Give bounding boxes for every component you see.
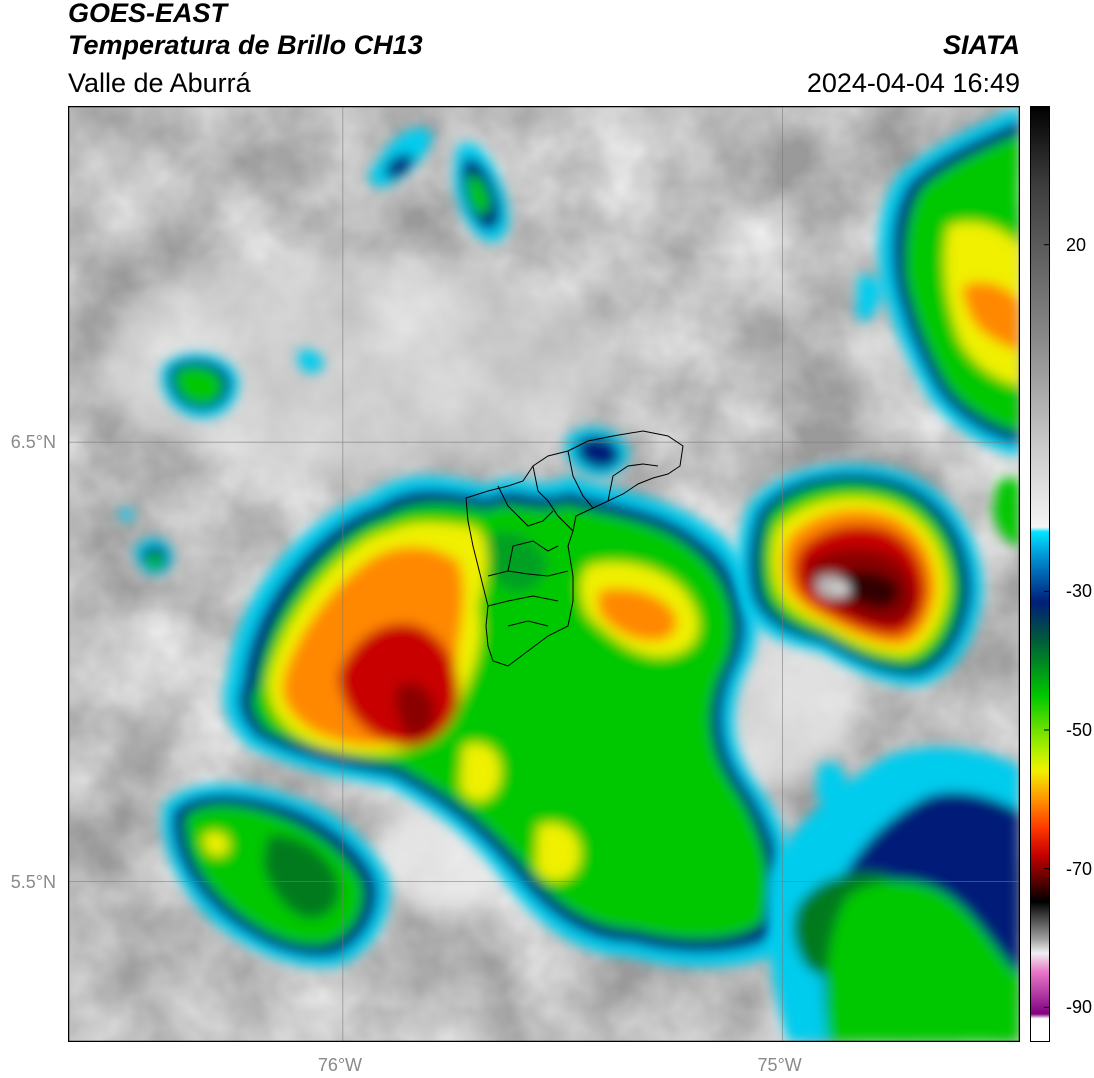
municipal-boundaries <box>465 430 684 667</box>
lon-tick-label: 76°W <box>317 1055 363 1075</box>
colorbar-tick-label: -30 <box>1066 581 1093 602</box>
temperature-colorbar <box>1030 106 1050 1042</box>
gridlines <box>68 106 1020 1042</box>
colorbar-tick-label: -50 <box>1066 720 1093 740</box>
convective-cell-east <box>736 464 983 686</box>
lat-tick-label: 6.5°N <box>10 432 56 453</box>
convective-system-main <box>224 476 797 967</box>
map-frame <box>68 106 1020 1042</box>
convective-cell-southeast <box>766 747 1020 1042</box>
title-datetime: 2024-04-04 16:49 <box>806 68 1020 98</box>
convective-cell-northeast <box>856 106 1020 546</box>
small-cells-north <box>118 128 629 575</box>
convective-cell-southwest <box>162 784 390 967</box>
title-satellite: GOES-EAST <box>68 0 228 28</box>
lon-tick-label: 75°W <box>757 1055 802 1075</box>
title-product: Temperatura de Brillo CH13 <box>68 30 423 60</box>
colorbar-tick-label: 20 <box>1066 234 1087 255</box>
brightness-temperature-map <box>68 106 1020 1042</box>
colorbar-tick-label: -90 <box>1066 997 1093 1018</box>
lat-tick-label: 5.5°N <box>10 871 56 892</box>
warm-cloud-band <box>98 256 618 476</box>
colorbar-tick-label: -70 <box>1066 858 1093 879</box>
title-agency: SIATA <box>943 30 1020 60</box>
title-region: Valle de Aburrá <box>68 68 251 98</box>
